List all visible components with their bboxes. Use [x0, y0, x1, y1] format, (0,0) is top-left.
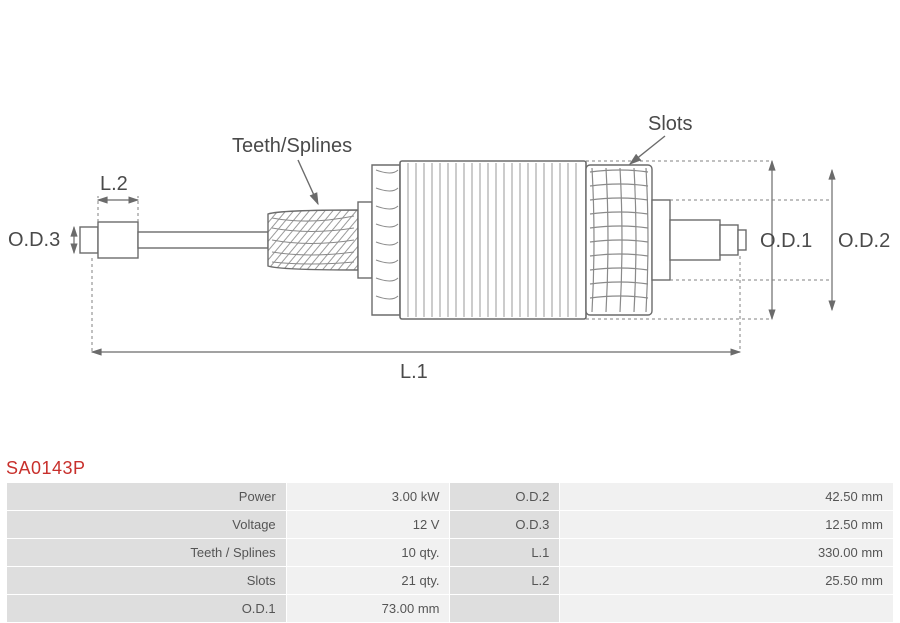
spec-key: Slots — [7, 567, 287, 595]
table-row: Power 3.00 kW O.D.2 42.50 mm — [7, 483, 894, 511]
spec-key — [450, 595, 560, 623]
teeth-label: Teeth/Splines — [232, 135, 352, 157]
diagram-svg: L.1 L.2 O.D.3 O.D.1 O.D.2 Teeth/Splines … — [0, 0, 900, 440]
spec-key: O.D.1 — [7, 595, 287, 623]
od1-label: O.D.1 — [760, 230, 812, 252]
spec-val — [560, 595, 894, 623]
table-row: Teeth / Splines 10 qty. L.1 330.00 mm — [7, 539, 894, 567]
part-number: SA0143P — [6, 458, 86, 479]
spec-key: O.D.2 — [450, 483, 560, 511]
spec-key: L.2 — [450, 567, 560, 595]
spec-key: Teeth / Splines — [7, 539, 287, 567]
od2-label: O.D.2 — [838, 230, 890, 252]
spec-key: L.1 — [450, 539, 560, 567]
spec-val: 3.00 kW — [286, 483, 450, 511]
table-row: O.D.1 73.00 mm — [7, 595, 894, 623]
spec-val: 12.50 mm — [560, 511, 894, 539]
armature-diagram: L.1 L.2 O.D.3 O.D.1 O.D.2 Teeth/Splines … — [0, 0, 900, 440]
table-row: Voltage 12 V O.D.3 12.50 mm — [7, 511, 894, 539]
l1-label: L.1 — [400, 361, 428, 383]
spec-val: 42.50 mm — [560, 483, 894, 511]
spec-key: Power — [7, 483, 287, 511]
spec-tbody: Power 3.00 kW O.D.2 42.50 mm Voltage 12 … — [7, 483, 894, 623]
spec-val: 25.50 mm — [560, 567, 894, 595]
spec-val: 330.00 mm — [560, 539, 894, 567]
od3-label: O.D.3 — [8, 229, 60, 251]
l2-label: L.2 — [100, 173, 128, 195]
spec-val: 12 V — [286, 511, 450, 539]
slots-label: Slots — [648, 113, 692, 135]
spec-val: 10 qty. — [286, 539, 450, 567]
spec-table: Power 3.00 kW O.D.2 42.50 mm Voltage 12 … — [6, 482, 894, 623]
table-row: Slots 21 qty. L.2 25.50 mm — [7, 567, 894, 595]
spec-key: O.D.3 — [450, 511, 560, 539]
spec-key: Voltage — [7, 511, 287, 539]
spec-val: 73.00 mm — [286, 595, 450, 623]
spec-val: 21 qty. — [286, 567, 450, 595]
